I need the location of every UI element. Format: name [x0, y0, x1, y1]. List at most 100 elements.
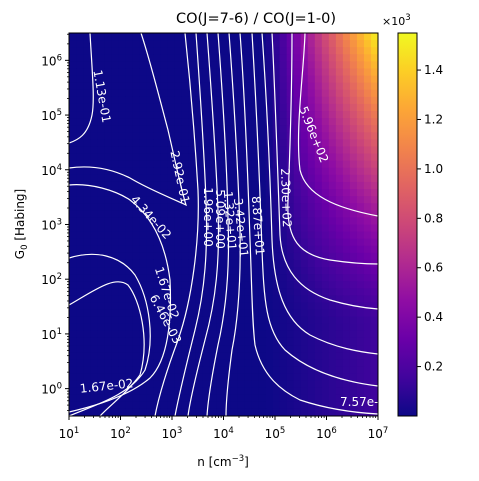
heatmap-cell — [153, 359, 161, 367]
heatmap-cell — [209, 259, 218, 268]
heatmap-cell — [83, 196, 91, 204]
heatmap-cell — [76, 217, 84, 226]
heatmap-cell — [314, 189, 323, 197]
heatmap-cell — [167, 125, 175, 133]
heatmap-cell — [230, 153, 239, 162]
heatmap-cell — [363, 40, 372, 48]
heatmap-cell — [167, 295, 175, 304]
heatmap-cell — [139, 118, 147, 126]
heatmap-cell — [216, 33, 225, 41]
heatmap-cell — [174, 238, 182, 247]
heatmap-cell — [167, 111, 175, 119]
heatmap-cell — [356, 281, 365, 289]
heatmap-cell — [237, 181, 246, 190]
heatmap-cell — [167, 401, 175, 410]
heatmap-cell — [76, 345, 84, 353]
heatmap-cell — [111, 238, 119, 247]
heatmap-cell — [146, 33, 154, 41]
heatmap-cell — [160, 274, 168, 282]
heatmap-cell — [321, 267, 330, 275]
heatmap-cell — [97, 345, 105, 353]
heatmap-cell — [293, 380, 302, 389]
heatmap-cell — [174, 302, 182, 311]
heatmap-cell — [307, 252, 316, 261]
y-tick-label: 106 — [41, 53, 62, 68]
heatmap-cell — [181, 288, 189, 297]
heatmap-cell — [69, 295, 77, 304]
heatmap-cell — [139, 245, 147, 254]
heatmap-cell — [132, 132, 140, 140]
heatmap-cell — [104, 380, 112, 389]
x-tick-label: 103 — [162, 426, 183, 441]
heatmap-cell — [146, 75, 154, 84]
heatmap-cell — [237, 330, 246, 339]
y-tick-label: 102 — [41, 272, 62, 287]
heatmap-cell — [293, 153, 302, 162]
heatmap-cell — [167, 394, 175, 403]
heatmap-cell — [216, 316, 225, 325]
heatmap-cell — [314, 366, 323, 375]
heatmap-cell — [335, 68, 344, 77]
heatmap-cell — [258, 330, 267, 339]
heatmap-cell — [76, 160, 84, 169]
heatmap-cell — [104, 33, 112, 41]
x-axis-label-main: n [cm — [197, 455, 231, 469]
heatmap-cell — [76, 281, 84, 289]
heatmap-cell — [244, 118, 253, 126]
heatmap-cell — [300, 245, 309, 254]
heatmap-cell — [293, 61, 302, 70]
heatmap-cell — [279, 380, 288, 389]
heatmap-cell — [342, 75, 351, 84]
heatmap-cell — [181, 82, 189, 91]
x-tick-label: 102 — [110, 426, 131, 441]
heatmap-cell — [216, 274, 225, 282]
heatmap-cell — [188, 118, 197, 126]
heatmap-cell — [174, 68, 182, 77]
heatmap-cell — [272, 373, 281, 382]
heatmap-cell — [118, 309, 126, 318]
heatmap-cell — [118, 89, 126, 98]
heatmap-cell — [342, 210, 351, 218]
heatmap-cell — [160, 167, 168, 176]
heatmap-cell — [223, 61, 232, 70]
heatmap-cell — [97, 174, 105, 183]
heatmap-cell — [293, 238, 302, 247]
heatmap-cell — [321, 330, 330, 339]
heatmap-cell — [230, 323, 239, 332]
heatmap-cell — [216, 231, 225, 240]
heatmap-cell — [90, 281, 98, 289]
heatmap-cell — [223, 68, 232, 77]
heatmap-cell — [209, 238, 218, 247]
heatmap-cell — [97, 373, 105, 382]
heatmap-cell — [83, 203, 91, 211]
heatmap-cell — [328, 196, 337, 204]
heatmap-cell — [230, 267, 239, 275]
heatmap-cell — [244, 75, 253, 84]
heatmap-cell — [307, 82, 316, 91]
heatmap-cell — [293, 203, 302, 211]
heatmap-cell — [307, 181, 316, 190]
heatmap-cell — [258, 61, 267, 70]
heatmap-cell — [90, 252, 98, 261]
heatmap-cell — [237, 203, 246, 211]
heatmap-cell — [104, 387, 112, 396]
heatmap-cell — [272, 54, 281, 62]
heatmap-cell — [342, 33, 351, 41]
heatmap-cell — [223, 380, 232, 389]
heatmap-cell — [293, 302, 302, 311]
heatmap-cell — [174, 224, 182, 233]
heatmap-cell — [335, 259, 344, 268]
heatmap-cell — [300, 118, 309, 126]
heatmap-cell — [321, 118, 330, 126]
heatmap-cell — [167, 352, 175, 360]
heatmap-cell — [370, 373, 378, 382]
heatmap-cell — [139, 68, 147, 77]
heatmap-cell — [237, 174, 246, 183]
heatmap-cell — [363, 189, 372, 197]
heatmap-cell — [321, 366, 330, 375]
heatmap-cell — [188, 181, 197, 190]
heatmap-cell — [209, 174, 218, 183]
heatmap-cell — [356, 302, 365, 311]
heatmap-cell — [321, 245, 330, 254]
heatmap-cell — [97, 160, 105, 169]
